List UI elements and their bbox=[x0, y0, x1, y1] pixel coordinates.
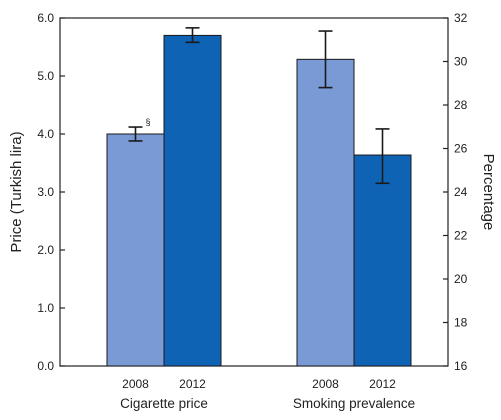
x-category-label: 2012 bbox=[179, 377, 206, 391]
x-group-label: Smoking prevalence bbox=[293, 396, 415, 411]
right-axis-title: Percentage bbox=[480, 154, 497, 231]
left-axis-tick-label: 3.0 bbox=[37, 185, 54, 199]
bar-prevalence-2012 bbox=[353, 154, 412, 367]
x-category-label: 2012 bbox=[369, 377, 396, 391]
notes-layer: § bbox=[146, 117, 151, 127]
right-axis-tick-label: 30 bbox=[454, 55, 468, 69]
left-axis-tick-label: 2.0 bbox=[37, 243, 54, 257]
x-axis-labels: 2008 2012 Cigarette price 2008 2012 Smoking p… bbox=[120, 377, 415, 411]
right-axis-tick-label: 24 bbox=[454, 185, 468, 199]
right-axis-tick-label: 22 bbox=[454, 229, 468, 243]
left-axis-tick-label: 4.0 bbox=[37, 127, 54, 141]
bars-layer bbox=[106, 34, 412, 367]
left-axis-title: Price (Turkish lira) bbox=[8, 131, 25, 252]
x-group-label: Cigarette price bbox=[120, 396, 208, 411]
left-axis-ticks: 0.0 1.0 2.0 3.0 4.0 5.0 6.0 bbox=[37, 11, 65, 373]
bar-prevalence-2008 bbox=[296, 58, 355, 367]
right-axis-tick-label: 18 bbox=[454, 316, 468, 330]
right-axis-tick-label: 16 bbox=[454, 359, 468, 373]
left-axis-tick-label: 1.0 bbox=[37, 301, 54, 315]
left-axis-tick-label: 6.0 bbox=[37, 11, 54, 25]
right-axis-tick-label: 28 bbox=[454, 98, 468, 112]
x-category-label: 2008 bbox=[312, 377, 339, 391]
left-axis-tick-label: 5.0 bbox=[37, 69, 54, 83]
error-bars-layer bbox=[128, 27, 390, 185]
right-axis-tick-label: 32 bbox=[454, 11, 468, 25]
bar-price-2008 bbox=[106, 133, 165, 367]
bar-price-2012 bbox=[163, 34, 222, 367]
left-axis-tick-label: 0.0 bbox=[37, 359, 54, 373]
right-axis-ticks: 16 18 20 22 24 26 28 30 32 bbox=[443, 11, 468, 373]
x-category-label: 2008 bbox=[122, 377, 149, 391]
footnote-marker: § bbox=[146, 117, 151, 127]
right-axis-tick-label: 26 bbox=[454, 142, 468, 156]
right-axis-tick-label: 20 bbox=[454, 272, 468, 286]
